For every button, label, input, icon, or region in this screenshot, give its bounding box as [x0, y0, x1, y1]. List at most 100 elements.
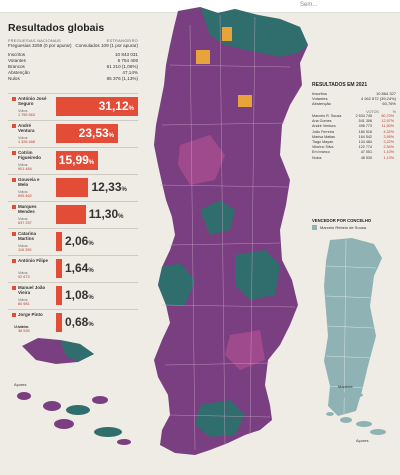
votes-label: Votos — [18, 243, 28, 248]
candidate-votes: Votos 637 257 — [18, 217, 32, 226]
candidate-pct: 23,53% — [79, 126, 114, 140]
col-votes-header: VOTOS — [366, 110, 379, 114]
r2021-row: Vitorino Silva 122 774 2,94% — [312, 145, 396, 150]
stat-row: Brancos 61 210 (1,06%) — [8, 64, 138, 70]
votes-value: 92 673 — [18, 275, 30, 280]
mainland-teal-south — [195, 400, 245, 437]
acores-label: Açores — [14, 382, 27, 387]
candidate-row: António José Seguro Votos 1 755 563 31,12% — [8, 93, 138, 120]
acores-island — [54, 419, 74, 429]
r2021-votes: 47 051 — [360, 150, 372, 155]
r2021-votes: 122 774 — [358, 145, 372, 150]
r2021-name: João Ferreira — [312, 129, 334, 134]
candidate-row: Marques Mendes Votos 637 257 11,30% — [8, 201, 138, 228]
orange-concelho — [222, 27, 232, 41]
mainland-teal-north — [200, 7, 308, 57]
votes-value: 38 535 — [18, 329, 30, 334]
r2021-table-head: VOTOS % — [312, 110, 396, 114]
candidate-name: André Ventura — [18, 123, 35, 133]
candidate-swatch — [12, 232, 16, 236]
overview-panel: Resultados globais FREGUESIAS NACIONAIS … — [8, 22, 138, 82]
candidate-bar — [56, 232, 62, 251]
col-pct-header: % — [392, 110, 396, 114]
orange-concelho — [196, 50, 210, 64]
map-2021-acores — [326, 412, 386, 435]
map-2021-madeira — [339, 392, 363, 398]
votes-value: 695 462 — [18, 194, 32, 199]
votes-label: Votos — [18, 324, 28, 329]
mainland-teal-west — [158, 263, 195, 305]
pct-value: 31,12 — [98, 99, 129, 113]
votes-value: 116 295 — [18, 248, 32, 253]
r2021-votes: 48 530 — [360, 155, 372, 160]
r2021-row: André Ventura 496 773 11,90% — [312, 124, 396, 129]
candidate-pct: 1,64% — [65, 261, 94, 275]
acores-island — [117, 439, 131, 445]
candidate-name: António José Seguro — [18, 96, 47, 106]
r2021-stat: Votantes 4 262 672 (39,24%) — [312, 96, 396, 101]
stat-value: 5 754 406 — [117, 58, 138, 63]
r2021-table: VOTOS % Marcelo R. Sousa 2 534 745 60,70% A… — [312, 110, 396, 161]
candidate-bar — [56, 286, 62, 305]
r2021-pct: 4,32% — [383, 129, 394, 134]
mainland-teal-east — [235, 250, 280, 300]
map-2021-acores-island — [340, 417, 352, 423]
r2021-pct: 3,22% — [383, 140, 394, 145]
r2021-stat: Inscritos 10 864 327 — [312, 91, 396, 96]
stat-label: Votantes — [8, 58, 26, 63]
mainland-magenta-south — [225, 330, 265, 370]
votes-label: Votos — [18, 297, 28, 302]
stat-row: Inscritos 10 843 031 — [8, 52, 138, 58]
stat-label: Nulos — [8, 76, 20, 81]
map-2021-acores-island — [326, 412, 334, 416]
candidate-pct: 2,06% — [65, 234, 94, 248]
r2021-votes: 496 773 — [358, 124, 372, 129]
madeira-small-label: Madeira — [338, 384, 353, 389]
results-2021-title: RESULTADOS EM 2021 — [312, 82, 368, 88]
stat-row: Nulos 65 376 (1,13%) — [8, 76, 138, 82]
r2021-row: Ana Gomes 541 306 12,97% — [312, 119, 396, 124]
r2021-pct: 3,95% — [383, 134, 394, 139]
results-2021-panel: RESULTADOS EM 2021 Inscritos 10 864 327 V… — [312, 82, 396, 161]
border-lines — [159, 14, 296, 451]
stat-value: 61 210 (1,06%) — [106, 64, 138, 69]
votes-label: Votos — [18, 270, 28, 275]
r2021-row: Tiago Mayan 134 484 3,22% — [312, 140, 396, 145]
candidate-row: António Filipe Votos 92 673 1,64% — [8, 255, 138, 282]
votes-value: 60 981 — [18, 302, 30, 307]
overview-subheads: FREGUESIAS NACIONAIS ESTRANGEIRO — [8, 38, 138, 43]
acores-island — [92, 396, 108, 404]
candidate-row: Gouveia e Melo Votos 695 462 12,33% — [8, 174, 138, 201]
pct-value: 1,08 — [65, 288, 89, 302]
candidate-bar — [56, 178, 89, 197]
votes-label: Votos — [18, 135, 28, 140]
votes-label: Votos — [18, 189, 28, 194]
pct-value: 23,53 — [78, 126, 109, 140]
candidate-row: Cotrim Figueiredo Votos 901 484 15,99% — [8, 147, 138, 174]
r2021-name: Em branco — [312, 150, 330, 155]
pct-suffix: % — [88, 268, 94, 274]
pct-suffix: % — [121, 187, 127, 193]
candidate-results: António José Seguro Votos 1 755 563 31,12% A… — [8, 93, 138, 336]
stat-label: Abstenção — [8, 70, 30, 75]
r2021-name: Tiago Mayan — [312, 140, 334, 145]
acores-island — [94, 427, 122, 437]
r2021-name: Marcelo R. Sousa — [312, 114, 342, 118]
candidate-votes: Votos 92 673 — [18, 271, 30, 280]
pct-value: 11,30 — [88, 207, 119, 221]
r2021-stat: Abstenção 60,76% — [312, 101, 396, 106]
candidate-bar — [56, 205, 86, 224]
map-2021-borders — [325, 239, 377, 415]
pct-suffix: % — [128, 106, 134, 112]
candidate-row: Jorge Pinto Votos 38 535 0,68% — [8, 309, 138, 336]
r2021-row: Em branco 47 051 1,10% — [312, 150, 396, 155]
candidate-bar — [56, 313, 62, 332]
votes-label: Votos — [18, 108, 28, 113]
r2021-pct: 11,90% — [381, 124, 394, 129]
r2021-pct: 1,13% — [383, 155, 394, 160]
acores-small-label: Açores — [356, 438, 369, 443]
r2021-pct: 60,70% — [381, 114, 394, 118]
r2021-name: Vitorino Silva — [312, 145, 334, 150]
freguesias-head: FREGUESIAS NACIONAIS — [8, 38, 61, 43]
